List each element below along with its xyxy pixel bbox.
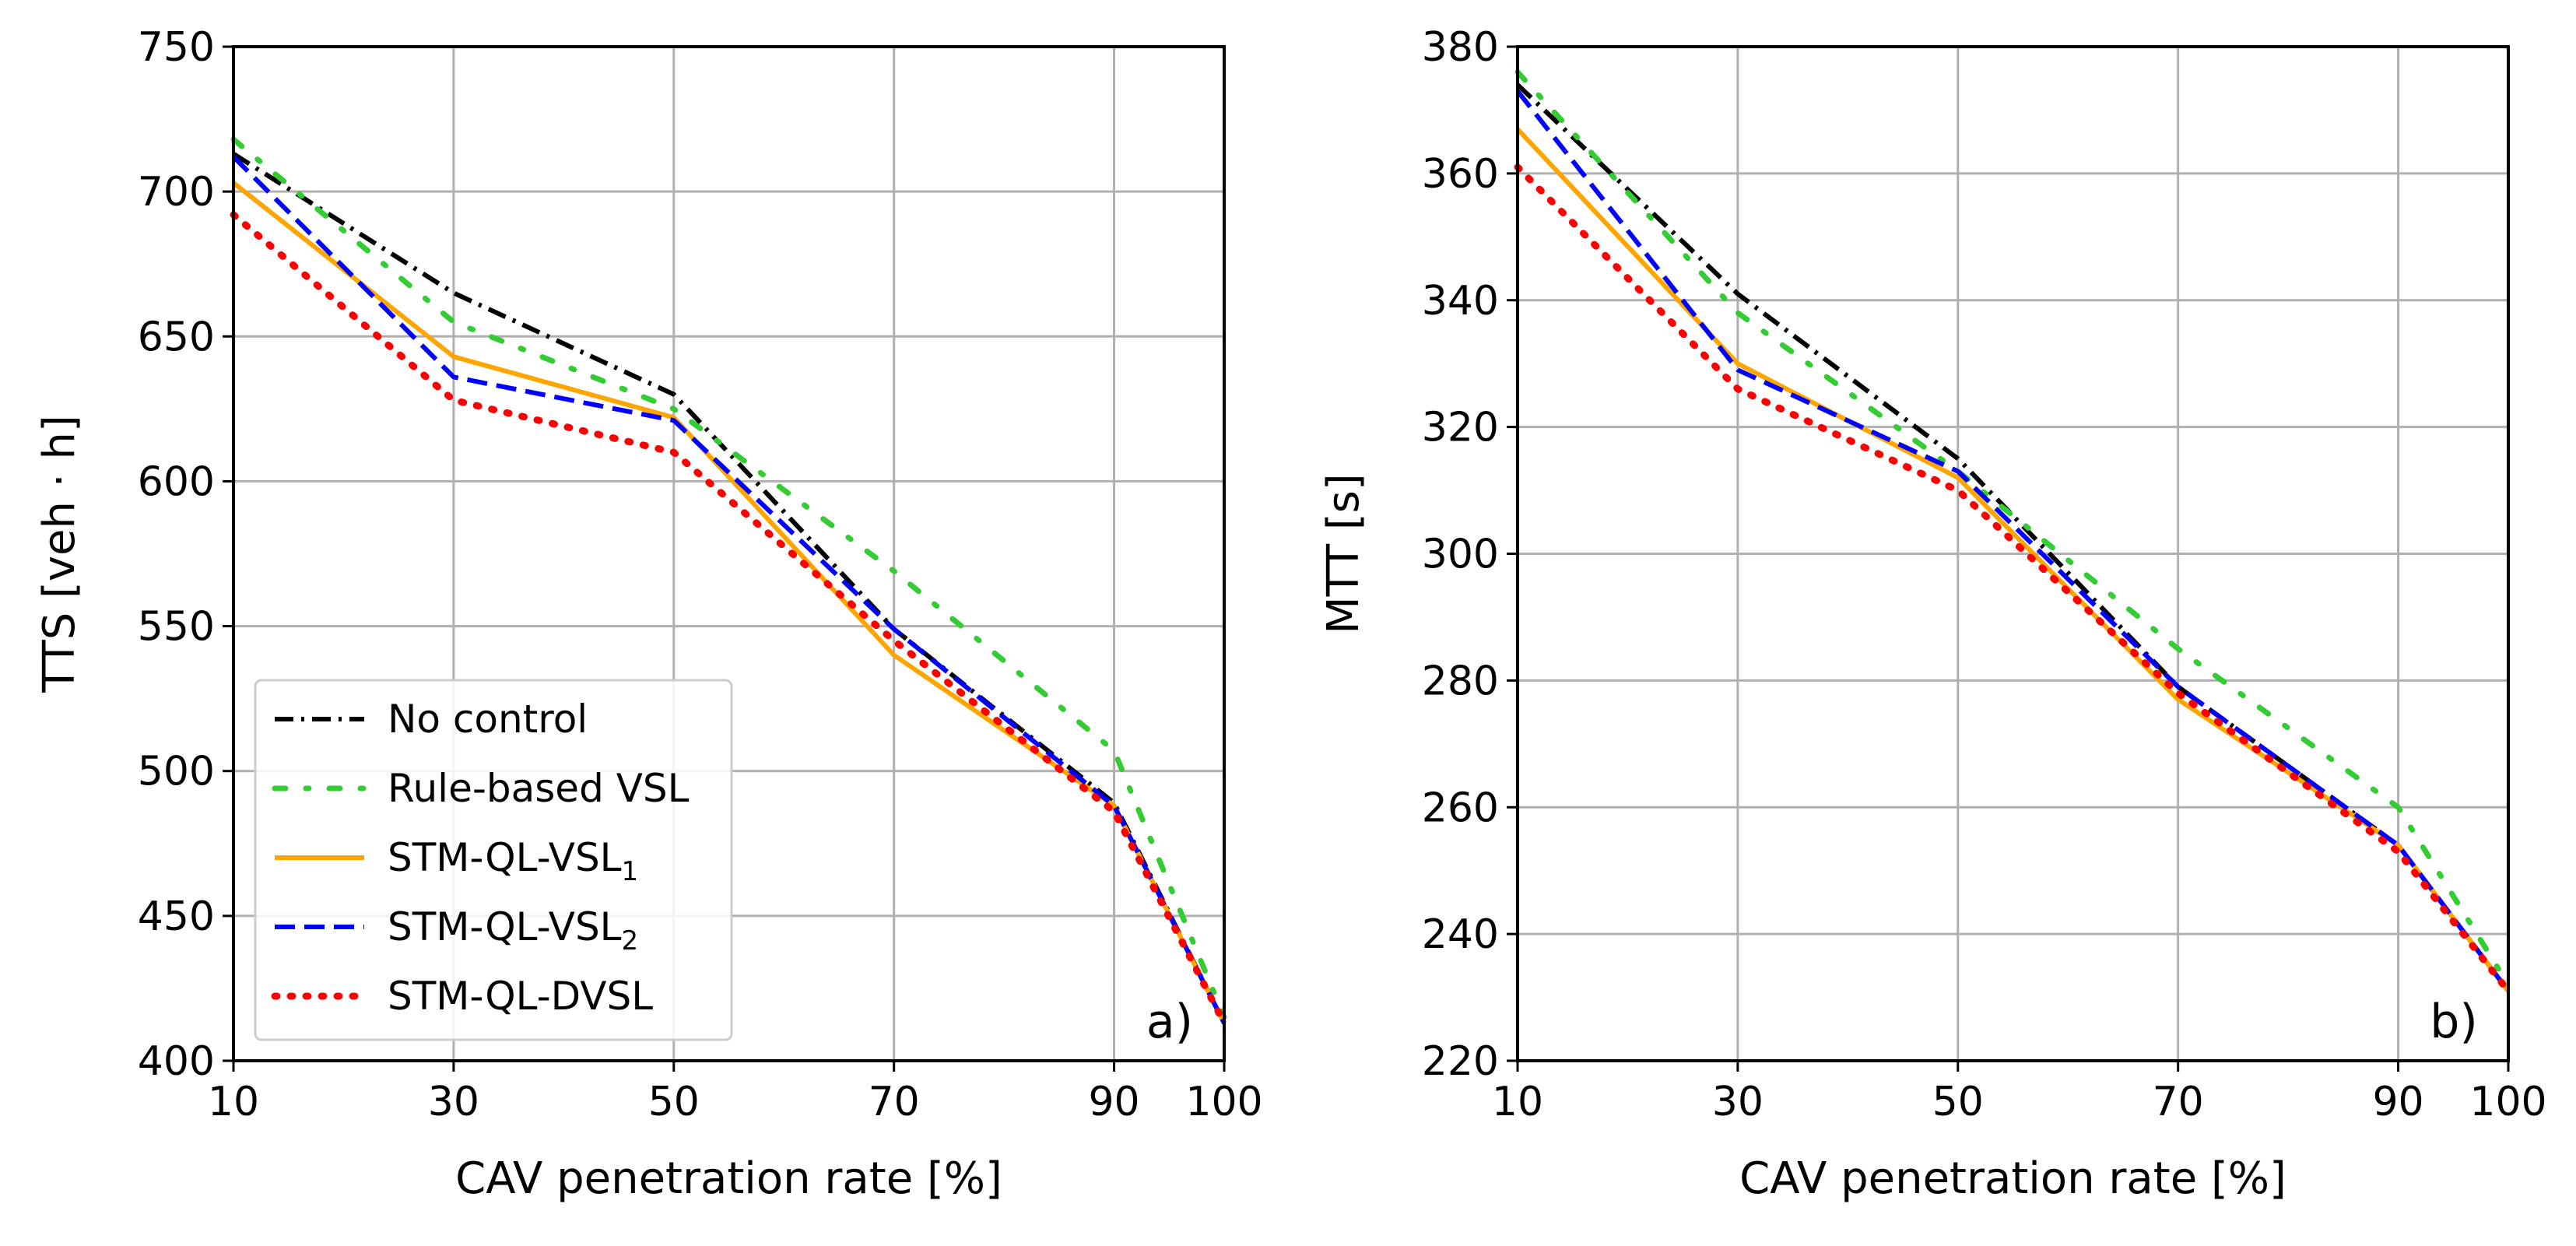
y-tick-label: 280 <box>1422 658 1499 704</box>
x-tick-label: 70 <box>2153 1079 2204 1125</box>
series-line-no-control <box>1515 82 2511 993</box>
x-tick-label: 50 <box>1932 1079 1984 1125</box>
legend-label: No control <box>388 697 588 742</box>
y-tick-label: 450 <box>138 893 215 940</box>
plot-frame <box>232 45 1226 1062</box>
y-tick-label: 650 <box>138 314 215 360</box>
series-line-stm-ql-dvsl <box>1514 163 2512 995</box>
legend-label: STM-QL-DVSL <box>388 974 653 1019</box>
x-tick-label: 10 <box>208 1079 259 1125</box>
x-tick-label: 30 <box>428 1079 479 1125</box>
series-line-stm-ql-dvsl <box>230 211 1228 1027</box>
legend-label: STM-QL-VSL2 <box>388 904 638 956</box>
x-axis-label: CAV penetration rate [%] <box>1739 1153 2286 1204</box>
legend: No control Rule-based VSL STM-QL-VSL1 STM-Q… <box>254 679 733 1041</box>
x-tick-label: 70 <box>869 1079 920 1125</box>
y-tick-label: 750 <box>138 24 215 71</box>
y-tick-label: 340 <box>1422 278 1499 325</box>
y-tick-label: 320 <box>1422 405 1499 451</box>
x-tick-label: 90 <box>1088 1079 1139 1125</box>
series-line-stm-ql-vsl2 <box>1515 90 2511 993</box>
series-line-stm-ql-vsl1 <box>1515 127 2511 993</box>
y-tick-label: 260 <box>1422 784 1499 831</box>
x-tick-label: 50 <box>648 1079 700 1125</box>
legend-label: Rule-based VSL <box>388 766 690 811</box>
panel-label: a) <box>1146 995 1193 1049</box>
y-tick-label: 600 <box>138 458 215 505</box>
y-axis-label: MTT [s] <box>1318 473 1369 634</box>
y-tick-label: 240 <box>1422 911 1499 958</box>
y-tick-label: 380 <box>1422 24 1499 71</box>
chart-a: 10 30 50 70 90 100 400 450 500 550 600 650 700 750 CAV… <box>34 24 1263 1204</box>
panel-label: b) <box>2430 995 2478 1049</box>
series-line-rule-based-vsl <box>1514 69 2511 988</box>
x-tick-label: 100 <box>2469 1079 2546 1125</box>
y-tick-label: 500 <box>138 749 215 795</box>
x-tick-label: 30 <box>1712 1079 1764 1125</box>
x-tick-label: 100 <box>1185 1079 1262 1125</box>
y-tick-label: 220 <box>1422 1038 1499 1085</box>
y-tick-label: 300 <box>1422 532 1499 578</box>
y-tick-label: 700 <box>138 169 215 216</box>
y-axis-label: TTS [veh · h] <box>34 415 85 693</box>
series-line-rule-based-vsl <box>230 136 1227 1020</box>
series-line-no-control <box>232 152 1227 1024</box>
x-axis-label: CAV penetration rate [%] <box>455 1153 1002 1204</box>
x-tick-label: 90 <box>2372 1079 2423 1125</box>
y-tick-label: 400 <box>138 1038 215 1085</box>
legend-box <box>254 679 733 1041</box>
x-tick-label: 10 <box>1492 1079 1543 1125</box>
legend-label: STM-QL-VSL1 <box>388 835 638 887</box>
y-tick-label: 360 <box>1422 151 1499 198</box>
y-tick-label: 550 <box>138 604 215 651</box>
chart-b: 10 30 50 70 90 100 220 240 260 280 300 320 340 360 380… <box>1318 24 2547 1204</box>
